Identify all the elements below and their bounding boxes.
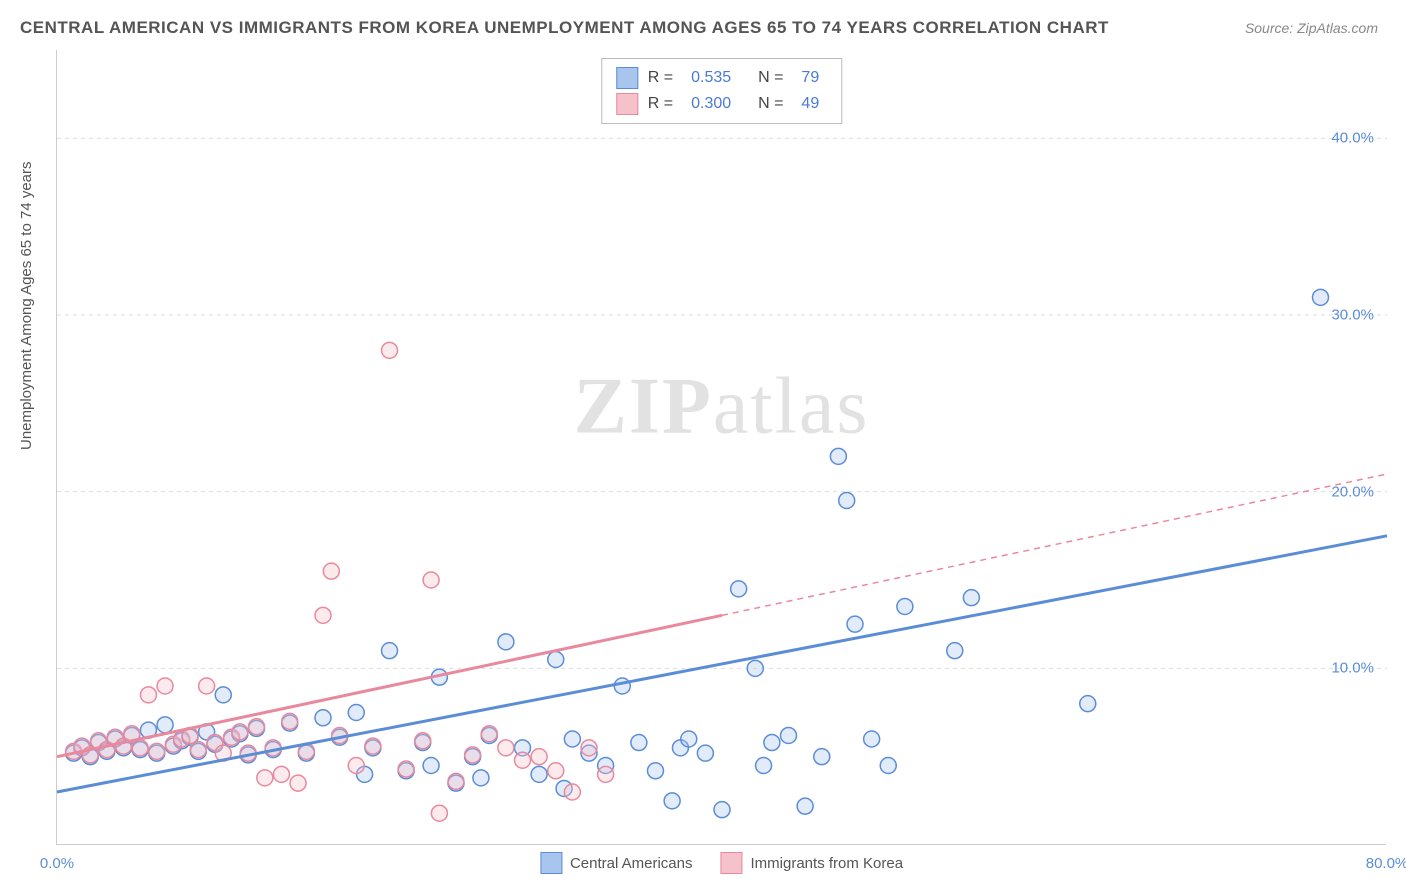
y-axis-label: Unemployment Among Ages 65 to 74 years (18, 161, 35, 450)
trend-line (57, 536, 1387, 792)
scatter-point (398, 761, 414, 777)
scatter-point (564, 784, 580, 800)
scatter-point (232, 724, 248, 740)
scatter-point (781, 727, 797, 743)
scatter-point (797, 798, 813, 814)
scatter-point (830, 448, 846, 464)
stats-row: R = 0.535 N = 79 (616, 65, 827, 91)
scatter-point (149, 743, 165, 759)
scatter-point (382, 643, 398, 659)
scatter-point (631, 735, 647, 751)
r-value: 0.535 (691, 69, 731, 87)
scatter-point (315, 607, 331, 623)
scatter-point (548, 652, 564, 668)
scatter-point (249, 719, 265, 735)
scatter-point (315, 710, 331, 726)
scatter-point (190, 742, 206, 758)
scatter-point (157, 678, 173, 694)
scatter-point (448, 773, 464, 789)
scatter-point (664, 793, 680, 809)
stats-legend-box: R = 0.535 N = 79 R = 0.300 N = 49 (601, 58, 842, 124)
scatter-point (323, 563, 339, 579)
r-label: R = (648, 69, 673, 87)
scatter-point (473, 770, 489, 786)
legend-swatch-icon (721, 852, 743, 874)
scatter-point (290, 775, 306, 791)
scatter-point (947, 643, 963, 659)
plot-area: ZIPatlas R =0.535 N =79R =0.300 N =49 Ce… (56, 50, 1386, 845)
scatter-point (423, 572, 439, 588)
legend-swatch-icon (540, 852, 562, 874)
scatter-point (564, 731, 580, 747)
n-label: N = (749, 95, 783, 113)
scatter-point (481, 726, 497, 742)
scatter-point (897, 599, 913, 615)
scatter-point (548, 763, 564, 779)
legend-swatch-icon (616, 67, 638, 89)
y-tick-label: 20.0% (1331, 483, 1374, 500)
scatter-point (1080, 696, 1096, 712)
scatter-point (132, 740, 148, 756)
chart-title: CENTRAL AMERICAN VS IMMIGRANTS FROM KORE… (20, 18, 1109, 38)
bottom-legend: Central Americans Immigrants from Korea (540, 852, 903, 874)
n-value: 49 (801, 95, 819, 113)
legend-item: Immigrants from Korea (721, 852, 904, 874)
scatter-point (714, 802, 730, 818)
scatter-point (531, 766, 547, 782)
legend-label: Central Americans (570, 855, 693, 872)
scatter-point (697, 745, 713, 761)
scatter-point (282, 713, 298, 729)
x-tick-label: 0.0% (40, 855, 74, 872)
scatter-point (415, 733, 431, 749)
trend-line-dash (722, 474, 1387, 615)
scatter-point (764, 735, 780, 751)
scatter-point (348, 758, 364, 774)
scatter-point (431, 805, 447, 821)
scatter-point (515, 752, 531, 768)
scatter-point (880, 758, 896, 774)
scatter-point (498, 634, 514, 650)
scatter-point (157, 717, 173, 733)
scatter-point (531, 749, 547, 765)
scatter-point (681, 731, 697, 747)
r-value: 0.300 (691, 95, 731, 113)
scatter-point (864, 731, 880, 747)
legend-label: Immigrants from Korea (751, 855, 904, 872)
scatter-point (598, 766, 614, 782)
stats-row: R = 0.300 N = 49 (616, 91, 827, 117)
scatter-point (648, 763, 664, 779)
x-tick-label: 80.0% (1366, 855, 1406, 872)
legend-item: Central Americans (540, 852, 693, 874)
scatter-point (465, 747, 481, 763)
scatter-point (747, 660, 763, 676)
scatter-point (199, 678, 215, 694)
n-value: 79 (801, 69, 819, 87)
scatter-point (140, 687, 156, 703)
scatter-point (839, 493, 855, 509)
scatter-point (498, 740, 514, 756)
scatter-point (1313, 289, 1329, 305)
scatter-point (963, 590, 979, 606)
scatter-point (731, 581, 747, 597)
scatter-point (215, 687, 231, 703)
scatter-point (382, 342, 398, 358)
scatter-point (365, 738, 381, 754)
scatter-svg (57, 50, 1386, 844)
scatter-point (273, 766, 289, 782)
y-tick-label: 40.0% (1331, 130, 1374, 147)
scatter-point (257, 770, 273, 786)
scatter-point (614, 678, 630, 694)
y-tick-label: 30.0% (1331, 307, 1374, 324)
scatter-point (847, 616, 863, 632)
scatter-point (756, 758, 772, 774)
scatter-point (814, 749, 830, 765)
r-label: R = (648, 95, 673, 113)
source-attribution: Source: ZipAtlas.com (1245, 20, 1378, 36)
legend-swatch-icon (616, 93, 638, 115)
scatter-point (423, 758, 439, 774)
n-label: N = (749, 69, 783, 87)
scatter-point (581, 740, 597, 756)
scatter-point (348, 705, 364, 721)
y-tick-label: 10.0% (1331, 660, 1374, 677)
